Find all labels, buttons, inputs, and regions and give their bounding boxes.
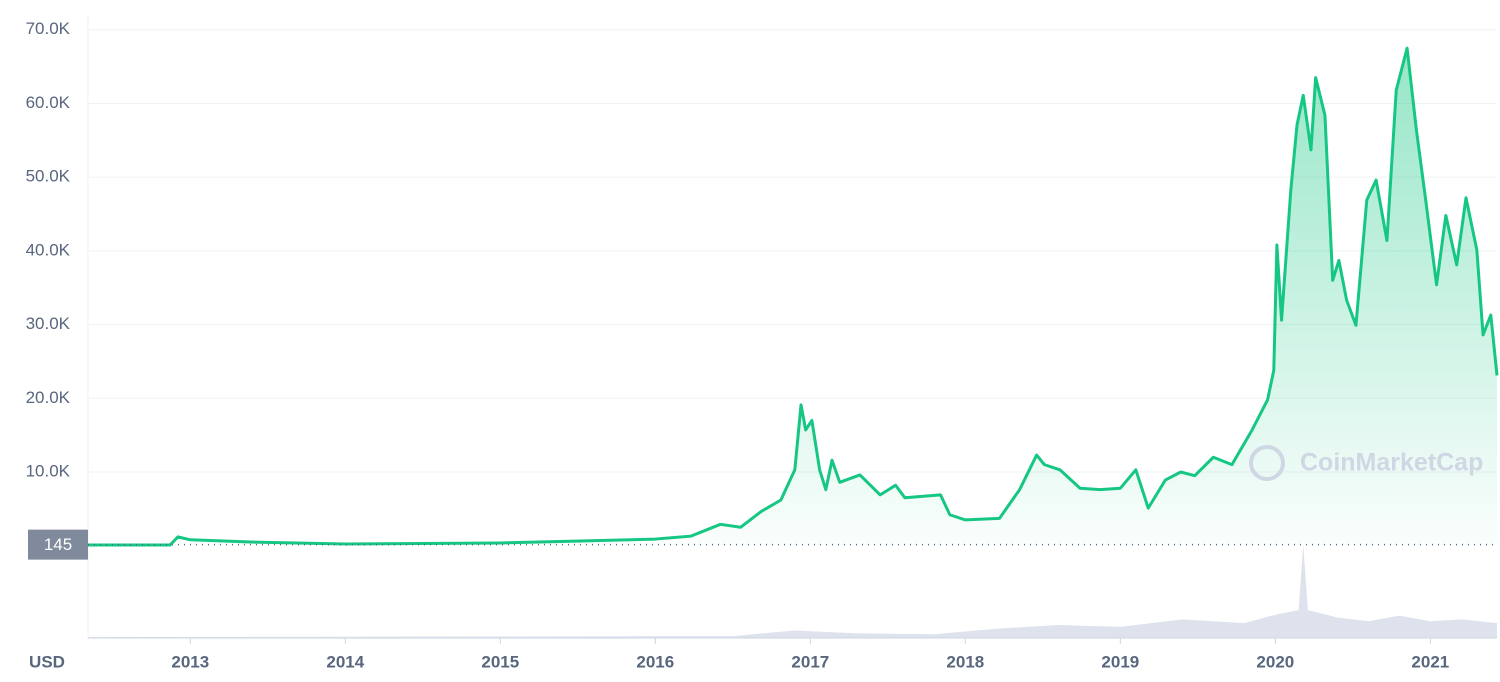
x-tick-label: 2019 — [1101, 652, 1139, 671]
y-tick-label: 30.0K — [26, 314, 71, 333]
x-tick-label: 2016 — [636, 652, 674, 671]
currency-label: USD — [29, 652, 65, 671]
y-tick-label: 70.0K — [26, 19, 71, 38]
price-marker-box — [28, 529, 88, 560]
volume-area — [88, 545, 1497, 638]
y-tick-label: 60.0K — [26, 93, 71, 112]
price-marker-label: 145 — [44, 535, 72, 554]
x-tick-label: 2018 — [946, 652, 984, 671]
x-tick-label: 2020 — [1256, 652, 1294, 671]
y-tick-label: 20.0K — [26, 388, 71, 407]
watermark-text: CoinMarketCap — [1300, 449, 1483, 477]
y-tick-label: 10.0K — [26, 461, 71, 480]
watermark-logo — [1249, 445, 1285, 481]
y-tick-label: 50.0K — [26, 167, 71, 186]
x-tick-label: 2014 — [326, 652, 364, 671]
price-line — [88, 46, 1499, 547]
x-tick-label: 2017 — [791, 652, 829, 671]
x-tick-label: 2013 — [171, 652, 209, 671]
y-tick-label: 40.0K — [26, 240, 71, 259]
x-tick-label: 2015 — [481, 652, 519, 671]
price-area — [88, 48, 1497, 546]
x-tick-label: 2021 — [1411, 652, 1449, 671]
watermark: CoinMarketCap — [1249, 445, 1483, 481]
